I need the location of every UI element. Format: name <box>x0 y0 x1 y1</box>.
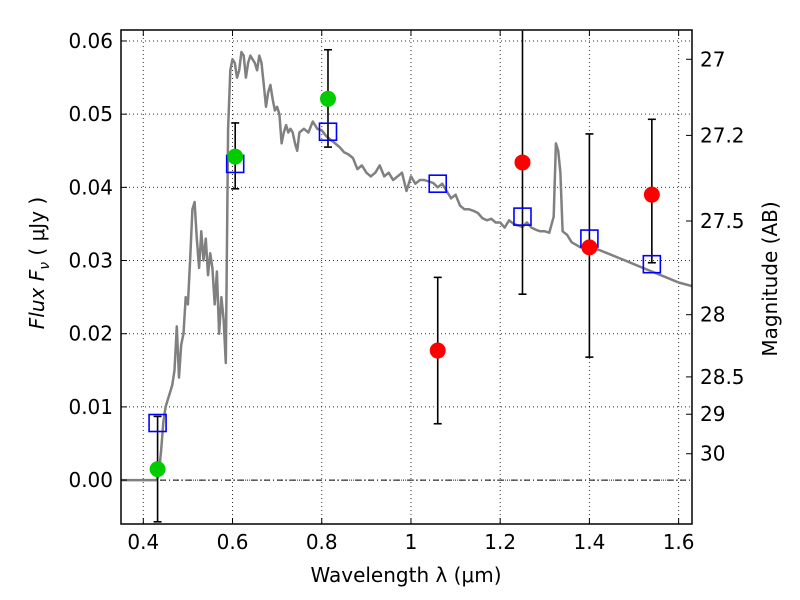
nondetection-point <box>643 186 660 203</box>
grid-lines <box>121 30 692 524</box>
nondetection-point <box>429 342 446 359</box>
y2-tick-label: 27 <box>700 47 725 71</box>
model-band-square <box>428 174 448 193</box>
x-tick-label: 1.4 <box>573 530 605 554</box>
x-tick-label: 0.8 <box>306 530 338 554</box>
y-tick-label: 0.00 <box>68 468 113 492</box>
y-axis-label-sub: ν <box>37 262 53 270</box>
x-tick-label: 1 <box>405 530 418 554</box>
y2-tick-label: 29 <box>700 402 725 426</box>
y2-tick-label: 28.5 <box>700 365 745 389</box>
y-tick-label: 0.06 <box>68 29 113 53</box>
x-tick-label: 0.4 <box>127 530 159 554</box>
y-tick-label: 0.05 <box>68 102 113 126</box>
y2-axis-label: Magnitude (AB) <box>758 201 782 356</box>
spectrum-line <box>121 50 693 482</box>
model-band-square <box>513 207 532 226</box>
model-band-square <box>642 254 662 274</box>
y-axis-label: Flux Fν ( μJy ) <box>25 197 53 329</box>
y-axis-label-main: Flux F <box>25 269 49 329</box>
y2-tick-label: 27.5 <box>700 209 745 233</box>
nondetection-point <box>581 239 598 256</box>
y-tick-label: 0.02 <box>68 322 113 346</box>
detection-point <box>227 148 244 165</box>
nondetection-point <box>514 154 531 171</box>
model-spectrum <box>121 50 693 482</box>
y-tick-labels: 0.00 0.01 0.02 0.03 0.04 0.05 0.06 <box>68 29 113 492</box>
x-tick-label: 1.6 <box>663 530 695 554</box>
y2-tick-label: 28 <box>700 303 725 327</box>
detection-point <box>319 90 336 107</box>
x-tick-label: 1.2 <box>484 530 516 554</box>
plot-frame <box>120 29 693 525</box>
model-band-square <box>318 122 338 142</box>
y2-tick-label: 30 <box>700 442 725 466</box>
y-tick-label: 0.01 <box>68 395 113 419</box>
detection-point <box>149 461 166 478</box>
y-axis-label-unit: ( μJy ) <box>25 197 49 262</box>
observed-points <box>149 90 660 478</box>
axis-ticks <box>121 30 692 524</box>
x-tick-label: 0.6 <box>217 530 249 554</box>
model-band-fluxes <box>148 122 662 433</box>
x-tick-labels: 0.4 0.6 0.8 1 1.2 1.4 1.6 <box>127 530 694 554</box>
y-tick-label: 0.04 <box>68 175 113 199</box>
magnitude-tick-labels: 27 27.2 27.5 28 28.5 29 30 <box>700 47 745 465</box>
x-axis-label: Wavelength λ (μm) <box>310 563 501 587</box>
y-tick-label: 0.03 <box>68 249 113 273</box>
y2-tick-label: 27.2 <box>700 123 745 147</box>
model-band-square <box>148 413 167 433</box>
